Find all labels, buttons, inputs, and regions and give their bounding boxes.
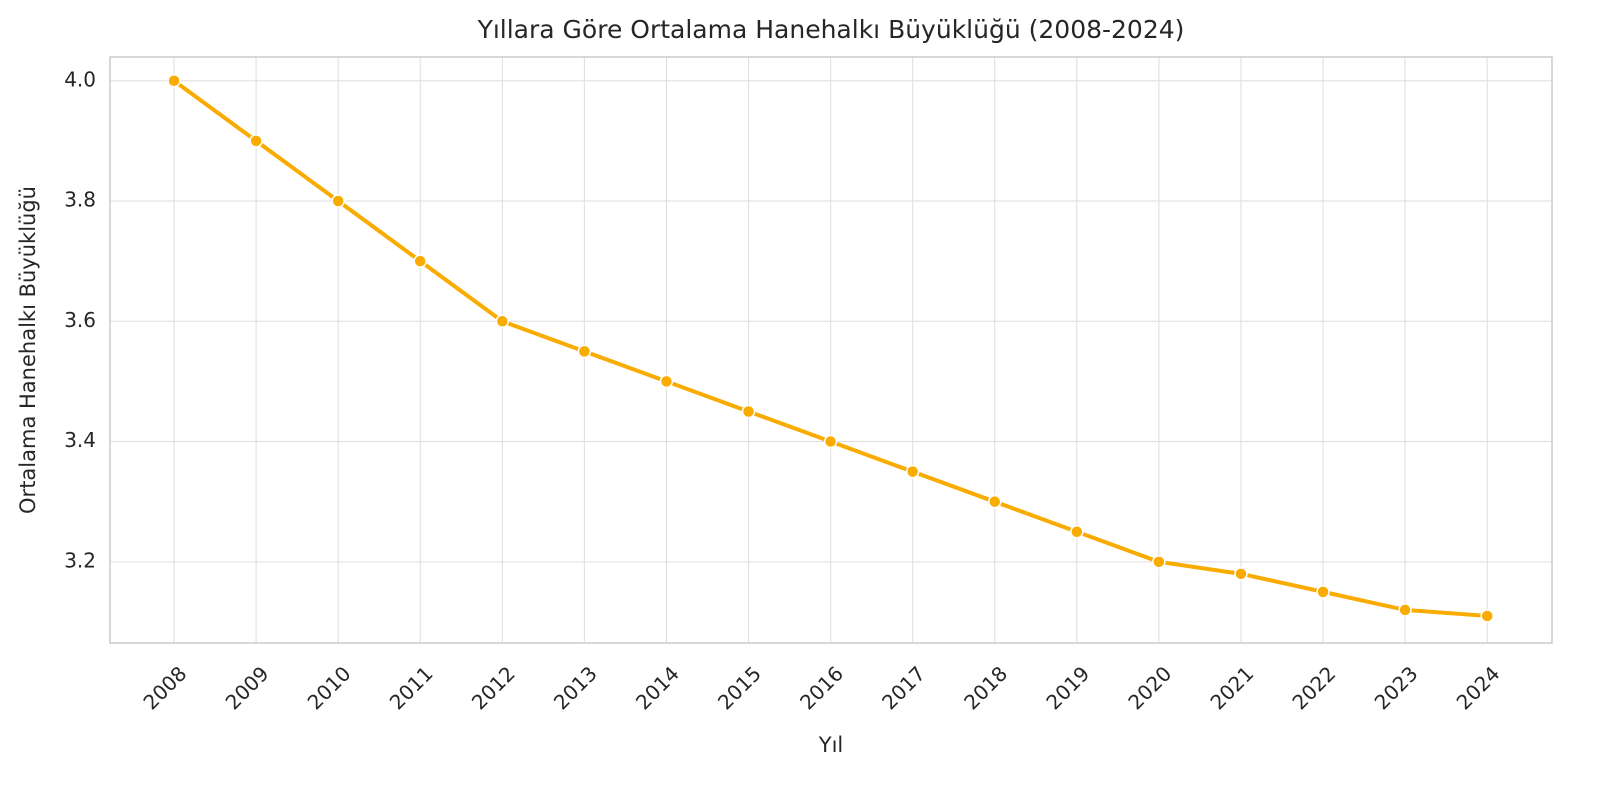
y-tick-label: 3.8	[64, 188, 96, 212]
y-tick-label: 4.0	[64, 67, 96, 91]
x-tick-label: 2017	[877, 661, 930, 714]
x-tick-label: 2018	[959, 661, 1012, 714]
y-tick-label: 3.4	[64, 428, 96, 452]
marker	[167, 74, 181, 88]
x-tick-label: 2019	[1041, 661, 1094, 714]
marker	[659, 374, 674, 389]
marker	[1070, 525, 1084, 539]
x-tick-label: 2024	[1452, 661, 1505, 714]
x-tick-label: 2014	[631, 661, 684, 714]
x-tick-label: 2008	[138, 661, 191, 714]
marker	[1152, 555, 1166, 569]
marker	[495, 314, 510, 329]
x-tick-label: 2020	[1123, 661, 1176, 714]
x-tick-label: 2012	[467, 661, 520, 714]
marker	[577, 344, 592, 359]
x-axis-label: Yıl	[818, 733, 844, 757]
marker	[1398, 603, 1412, 617]
plot-frame	[109, 56, 1553, 644]
marker	[331, 194, 345, 208]
marker	[905, 464, 920, 479]
y-tick-label: 3.6	[64, 308, 96, 332]
x-tick-label: 2013	[549, 661, 602, 714]
x-tick-label: 2021	[1205, 661, 1258, 714]
y-axis-label: Ortalama Hanehalkı Büyüklüğü	[16, 186, 40, 514]
x-tick-label: 2011	[385, 661, 438, 714]
x-tick-label: 2010	[303, 661, 356, 714]
x-tick-label: 2016	[795, 661, 848, 714]
x-tick-label: 2009	[221, 661, 274, 714]
marker	[1316, 585, 1330, 599]
marker	[741, 404, 756, 419]
x-tick-label: 2022	[1287, 661, 1340, 714]
y-tick-label: 3.2	[64, 548, 96, 572]
marker	[413, 254, 427, 268]
x-tick-label: 2023	[1370, 661, 1423, 714]
marker	[1480, 609, 1494, 623]
chart-title: Yıllara Göre Ortalama Hanehalkı Büyüklüğ…	[477, 15, 1185, 44]
marker	[823, 434, 838, 449]
marker	[1234, 567, 1248, 581]
marker	[249, 134, 263, 148]
x-tick-label: 2015	[713, 661, 766, 714]
marker	[987, 494, 1002, 509]
